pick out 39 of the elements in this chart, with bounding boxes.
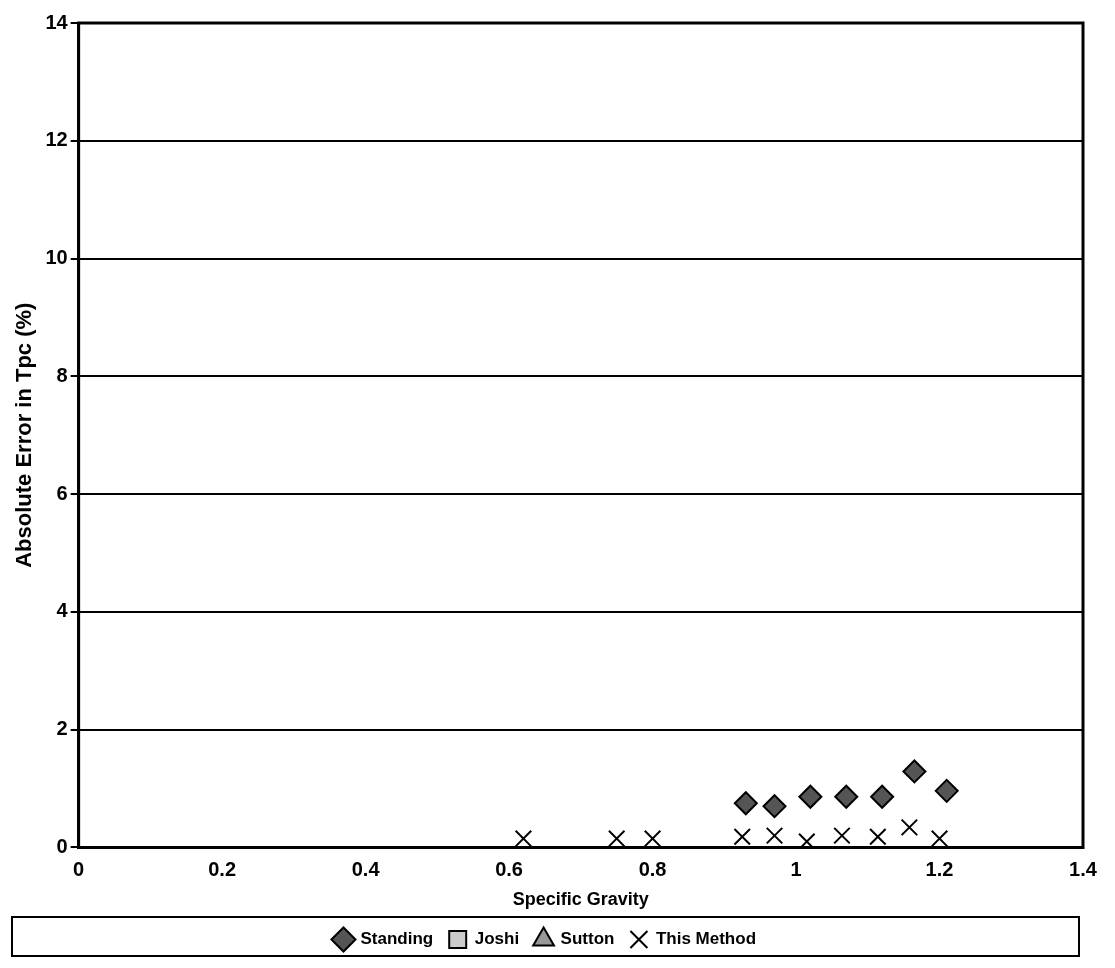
point [733,828,752,846]
point [765,826,784,845]
point [514,829,533,848]
point [798,784,823,809]
point [607,829,626,848]
x-tick-label: 0 [73,857,85,880]
point [870,784,895,809]
legend-label: Joshi [474,929,520,949]
point [833,826,851,845]
y-tick-label: 8 [56,363,68,386]
legend-label: Sutton [560,929,615,949]
y-tick-label: 14 [45,10,69,33]
point [900,818,919,837]
point [934,778,959,803]
y-tick-label: 0 [56,834,68,857]
y-tick-label: 12 [45,128,68,151]
y-axis-title: Absolute Error in Tpc (%) [11,302,37,568]
y-tick-label: 10 [45,246,68,269]
x-tick-label: 1.4 [1069,857,1098,880]
point [762,794,787,819]
legend-label: Standing [360,929,434,949]
x-axis-title: Specific Gravity [512,889,649,910]
x-tick-label: 1 [790,857,802,880]
y-tick-label: 6 [56,481,68,504]
y-tick-label: 2 [56,717,68,740]
point [902,759,927,784]
point [869,828,887,846]
point [798,832,816,848]
x-tick-label: 0.4 [351,857,381,880]
y-tick-label: 4 [56,599,69,622]
legend-label: This Method [655,929,757,949]
x-tick-label: 1.2 [925,857,954,880]
x-tick-label: 0.2 [208,857,237,880]
point [930,829,949,848]
x-tick-label: 0.6 [495,857,523,880]
x-tick-label: 0.8 [638,857,667,880]
point [733,791,758,816]
point [643,829,662,848]
point [834,784,859,809]
